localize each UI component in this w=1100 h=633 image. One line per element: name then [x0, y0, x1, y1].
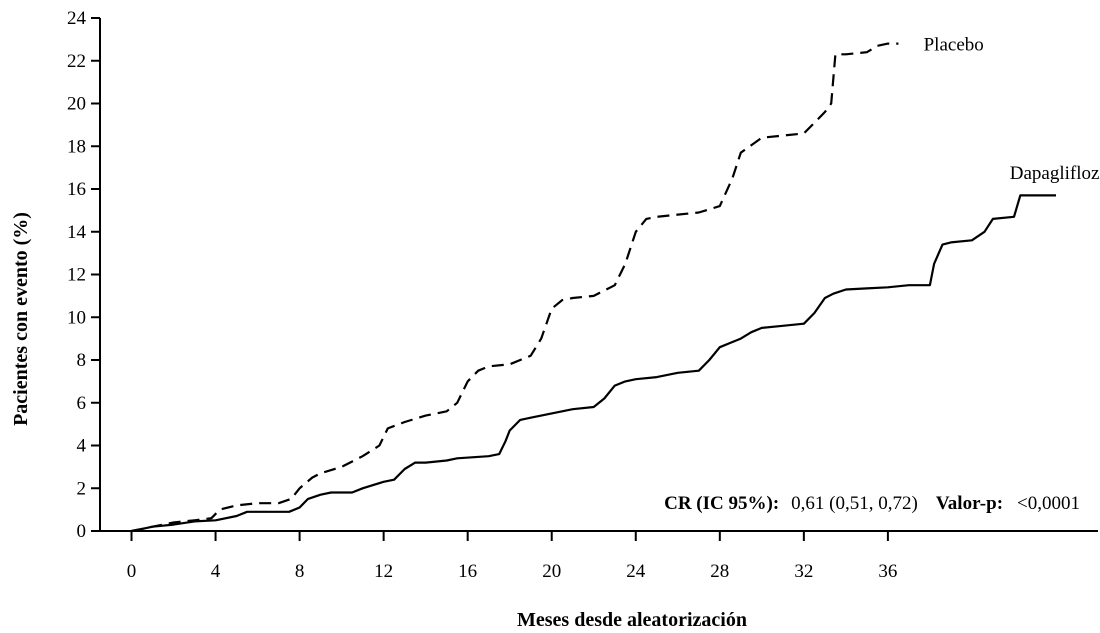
series-line-dapagliflozina: [131, 194, 1056, 533]
y-tick-label: 4: [77, 436, 87, 457]
y-tick-label: 0: [77, 521, 87, 542]
stats-annotation: CR (IC 95%): 0,61 (0,51, 0,72) Valor-p: …: [664, 493, 1080, 514]
y-tick-label: 16: [67, 179, 86, 200]
x-tick-label: 32: [794, 561, 813, 582]
series-label-dapagliflozina: Dapagliflozina: [1010, 163, 1100, 184]
x-tick-label: 28: [710, 561, 729, 582]
x-tick-label: 0: [127, 561, 137, 582]
svg-text:CR (IC 95%): 0,61 (0,51,: CR (IC 95%): 0,61 (0,51, 0,72) Valor-p: …: [664, 493, 1080, 514]
series-layer: [131, 42, 1056, 533]
y-tick-label: 8: [77, 350, 87, 371]
x-axis-title: Meses desde aleatorización: [517, 609, 747, 631]
x-tick-label: 8: [295, 561, 305, 582]
y-tick-label: 18: [67, 136, 86, 157]
cr-value: 0,61 (0,51, 0,72): [791, 493, 918, 514]
cr-label: CR (IC 95%):: [664, 493, 779, 514]
x-tick-label: 4: [211, 561, 221, 582]
y-tick-label: 22: [67, 51, 86, 72]
axes: [99, 18, 1098, 532]
series-line-placebo: [131, 42, 899, 533]
y-tick-label: 2: [77, 478, 87, 499]
y-tick-label: 20: [67, 94, 86, 115]
y-tick-label: 24: [67, 8, 87, 29]
p-value: <0,0001: [1017, 493, 1080, 514]
x-tick-label: 12: [374, 561, 393, 582]
series-label-placebo: Placebo: [924, 35, 984, 56]
x-axis-ticks: 0 4 8 12 16 20 24 28 32 36: [127, 531, 897, 582]
y-tick-label: 10: [67, 307, 86, 328]
series-labels: Placebo Dapagliflozina: [924, 35, 1100, 184]
x-tick-label: 36: [878, 561, 897, 582]
y-axis-title: Pacientes con evento (%): [10, 212, 32, 426]
x-tick-label: 16: [458, 561, 477, 582]
y-tick-label: 12: [67, 265, 86, 286]
x-tick-label: 24: [626, 561, 646, 582]
y-tick-label: 6: [77, 393, 87, 414]
p-label: Valor-p:: [936, 493, 1003, 514]
x-tick-label: 20: [542, 561, 561, 582]
y-tick-label: 14: [67, 222, 87, 243]
